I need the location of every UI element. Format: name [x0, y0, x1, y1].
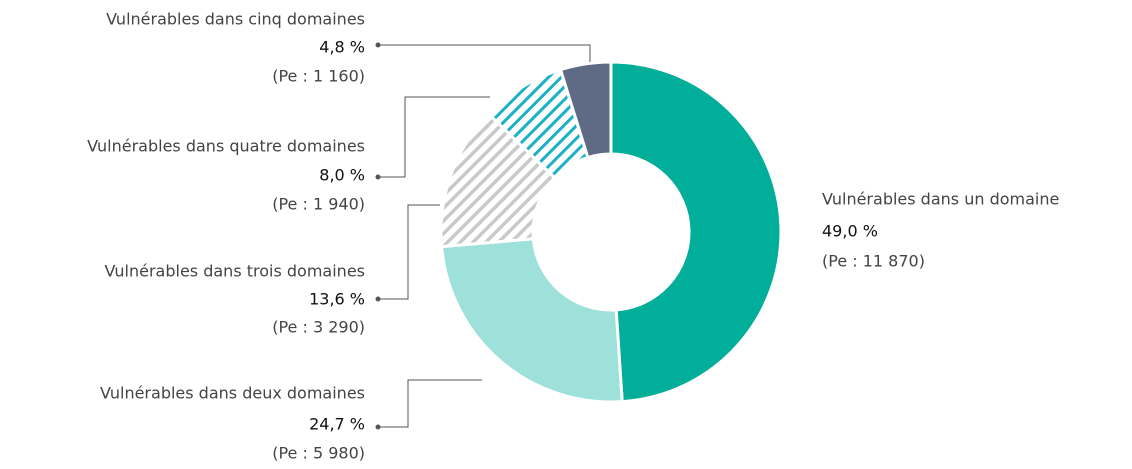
- donut-slice: [440, 237, 624, 404]
- annotation: (Pe : 11 870): [822, 252, 925, 271]
- annotation: (Pe : 1 940): [272, 195, 365, 214]
- leader-line: [378, 44, 591, 62]
- leader-line: [378, 204, 440, 300]
- donut-slice: [558, 60, 613, 160]
- leader-dot: [375, 42, 381, 48]
- slice-label: Vulnérables dans cinq domaines: [106, 10, 365, 29]
- leader-line: [378, 96, 490, 178]
- value-label: 49,0 %: [822, 222, 878, 241]
- value-label: 24,7 %: [309, 415, 365, 434]
- leader-dot: [375, 424, 381, 430]
- leader-line: [378, 379, 482, 428]
- value-label: 13,6 %: [309, 290, 365, 309]
- annotation: (Pe : 5 980): [272, 444, 365, 463]
- donut-slice: [609, 60, 783, 404]
- slice-label: Vulnérables dans deux domaines: [100, 384, 365, 403]
- annotation: (Pe : 3 290): [272, 318, 365, 337]
- slice-label: Vulnérables dans quatre domaines: [87, 137, 365, 156]
- annotation: (Pe : 1 160): [272, 67, 365, 86]
- leader-dot: [375, 296, 381, 302]
- leader-dot: [375, 174, 381, 180]
- value-label: 8,0 %: [319, 166, 365, 185]
- value-label: 4,8 %: [319, 38, 365, 57]
- slice-label: Vulnérables dans un domaine: [822, 190, 1059, 209]
- slice-label: Vulnérables dans trois domaines: [105, 262, 365, 281]
